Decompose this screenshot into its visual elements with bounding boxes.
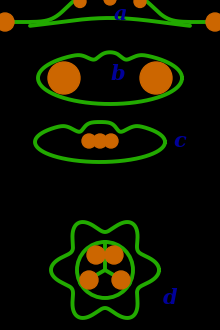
- Circle shape: [48, 62, 80, 94]
- Circle shape: [134, 0, 146, 8]
- Circle shape: [82, 134, 96, 148]
- Text: d: d: [163, 288, 177, 308]
- Circle shape: [206, 13, 220, 31]
- Circle shape: [112, 271, 130, 289]
- Circle shape: [74, 0, 86, 8]
- Circle shape: [0, 13, 14, 31]
- Circle shape: [93, 134, 107, 148]
- Text: b: b: [111, 64, 125, 84]
- Circle shape: [140, 62, 172, 94]
- Circle shape: [104, 134, 118, 148]
- Text: a: a: [113, 4, 127, 24]
- Text: c: c: [174, 131, 186, 151]
- Circle shape: [105, 246, 123, 264]
- Circle shape: [80, 271, 98, 289]
- Circle shape: [87, 246, 105, 264]
- Circle shape: [104, 0, 116, 5]
